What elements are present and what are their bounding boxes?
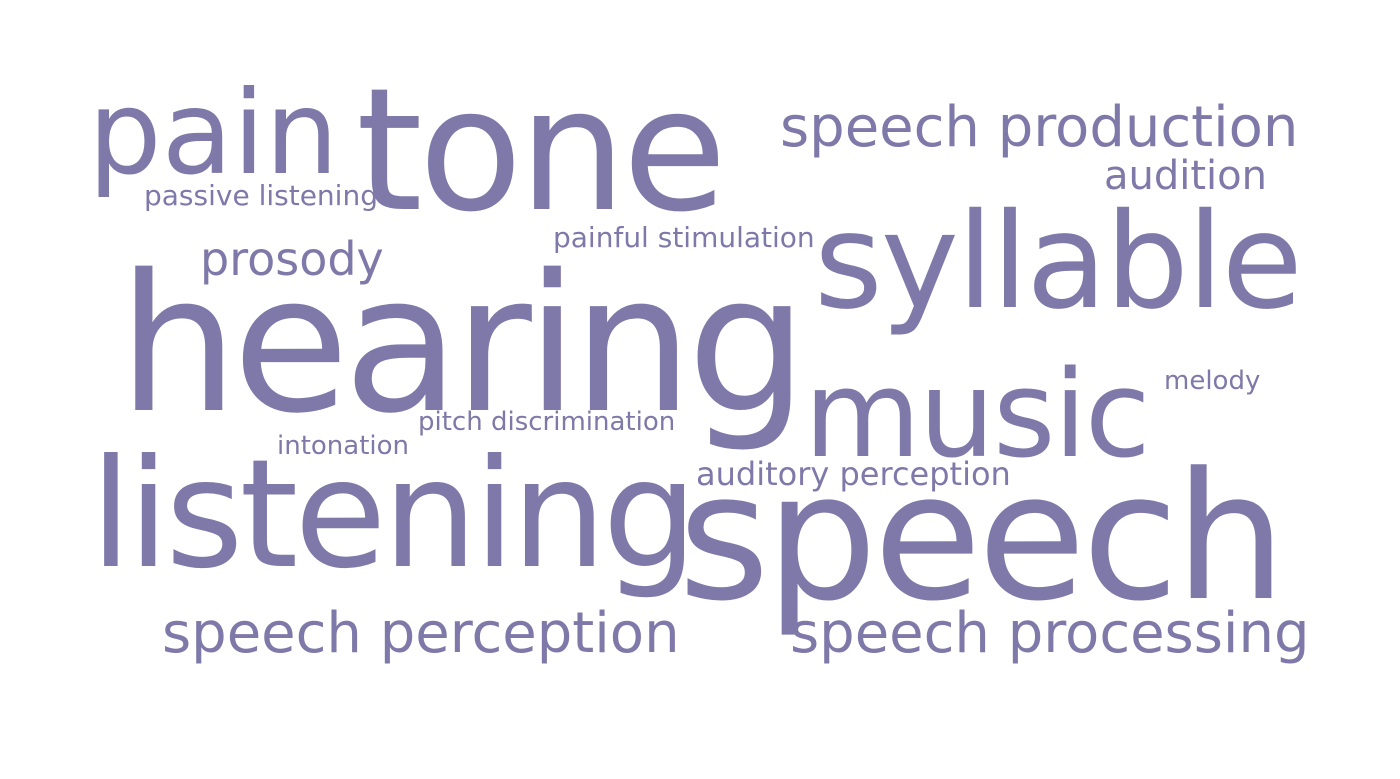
word-pain: pain <box>88 66 339 201</box>
word-prosody: prosody <box>200 232 384 286</box>
word-melody: melody <box>1164 366 1261 396</box>
word-speech: speech <box>678 435 1286 640</box>
word-intonation: intonation <box>277 431 410 461</box>
word-speech-perception: speech perception <box>162 601 680 666</box>
word-listening: listening <box>90 428 698 602</box>
word-passive-listening: passive listening <box>144 179 378 212</box>
word-auditory-perception: auditory perception <box>696 455 1011 493</box>
word-hearing: hearing <box>118 234 808 455</box>
word-tone: tone <box>356 52 727 250</box>
word-speech-production: speech production <box>780 95 1299 160</box>
word-audition: audition <box>1104 153 1267 199</box>
word-music: music <box>804 346 1151 485</box>
word-syllable: syllable <box>814 185 1303 339</box>
word-painful-stimulation: painful stimulation <box>553 221 815 254</box>
word-speech-processing: speech processing <box>790 601 1310 666</box>
word-pitch-discrimination: pitch discrimination <box>418 407 676 437</box>
